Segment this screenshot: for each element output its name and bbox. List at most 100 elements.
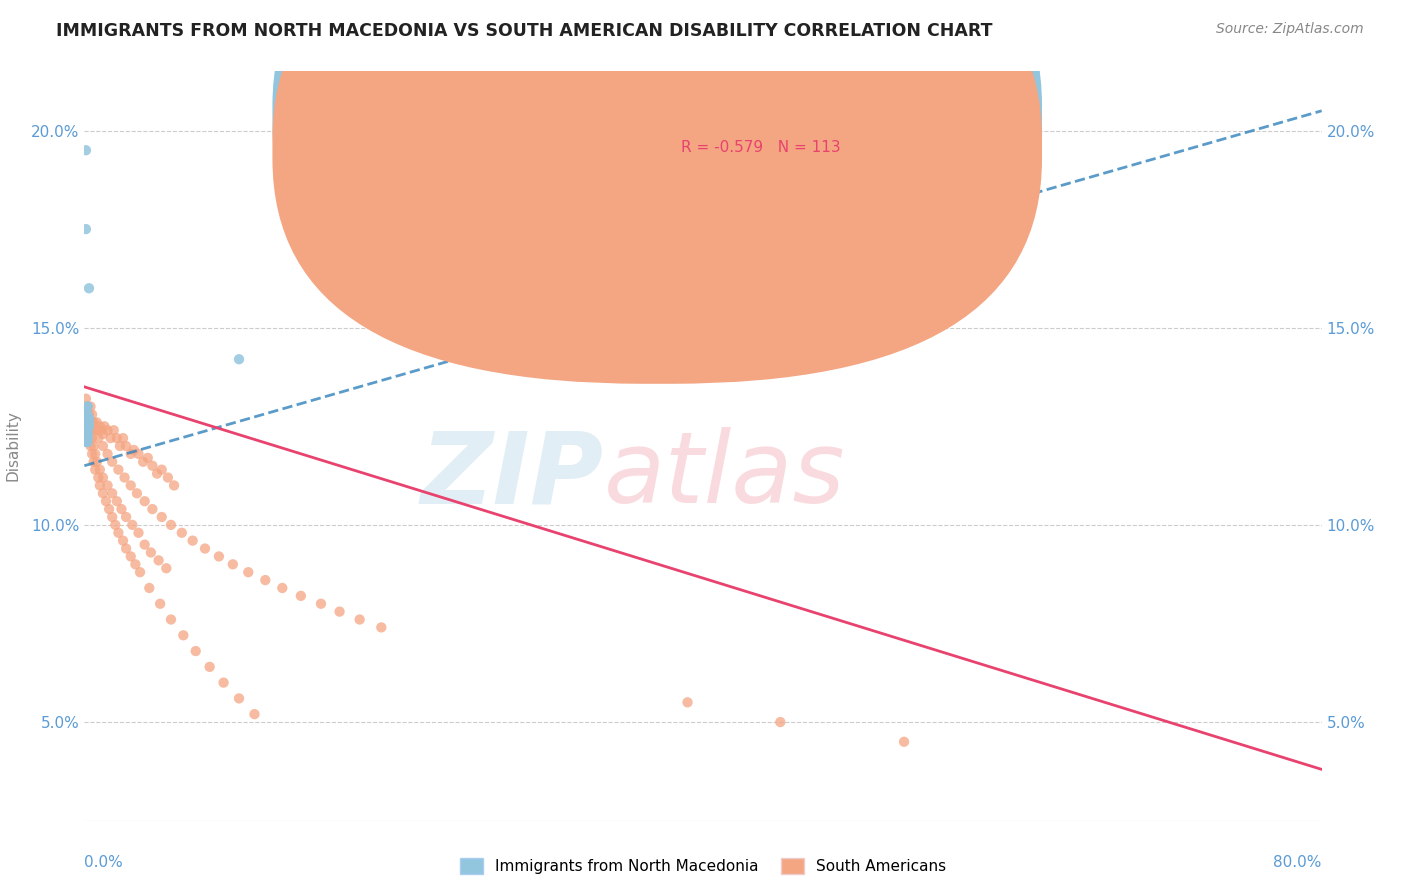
Point: [129, 565, 152, 579]
Point: [370, 620, 392, 634]
Point: [121, 517, 143, 532]
Point: [136, 450, 159, 465]
Point: [77, 281, 100, 295]
Point: [112, 533, 135, 548]
Point: [309, 597, 332, 611]
Point: [76, 415, 98, 429]
Point: [105, 431, 128, 445]
Point: [120, 549, 142, 564]
Point: [76, 400, 98, 414]
Point: [77, 415, 100, 429]
Point: [91, 470, 114, 484]
Point: [90, 423, 112, 437]
Point: [212, 675, 235, 690]
Point: [141, 458, 163, 473]
Point: [228, 691, 250, 706]
Point: [96, 447, 118, 461]
Point: [82, 447, 104, 461]
Point: [127, 447, 149, 461]
Point: [76, 408, 98, 422]
Point: [87, 470, 110, 484]
Point: [89, 463, 111, 477]
Point: [893, 735, 915, 749]
Point: [139, 545, 162, 559]
Point: [77, 431, 100, 445]
Point: [94, 494, 117, 508]
Point: [86, 415, 108, 429]
Text: R =  0.078   N =  37: R = 0.078 N = 37: [681, 107, 835, 122]
Text: R = -0.579   N = 113: R = -0.579 N = 113: [681, 140, 841, 155]
Point: [290, 589, 312, 603]
Point: [76, 435, 98, 450]
Point: [82, 431, 104, 445]
Point: [120, 478, 142, 492]
Point: [349, 613, 371, 627]
Point: [228, 352, 250, 367]
Point: [82, 415, 104, 429]
Point: [79, 400, 101, 414]
Point: [75, 408, 97, 422]
Text: 0.0%: 0.0%: [84, 855, 124, 871]
Point: [82, 408, 104, 422]
Point: [150, 463, 173, 477]
Point: [96, 478, 118, 492]
Point: [146, 467, 169, 481]
Point: [76, 427, 98, 442]
Point: [138, 581, 160, 595]
Point: [89, 478, 111, 492]
Point: [79, 439, 101, 453]
Point: [222, 558, 245, 572]
Point: [87, 423, 110, 437]
Point: [105, 494, 128, 508]
Point: [148, 553, 170, 567]
Point: [91, 486, 114, 500]
Point: [170, 525, 193, 540]
FancyBboxPatch shape: [616, 87, 920, 180]
Point: [141, 502, 163, 516]
Point: [76, 427, 98, 442]
Legend: Immigrants from North Macedonia, South Americans: Immigrants from North Macedonia, South A…: [454, 852, 952, 880]
Point: [87, 431, 110, 445]
Point: [76, 427, 98, 442]
Point: [75, 419, 97, 434]
Point: [114, 470, 136, 484]
Point: [76, 423, 98, 437]
Point: [77, 415, 100, 429]
Point: [101, 455, 124, 469]
Point: [75, 431, 97, 445]
Point: [120, 447, 142, 461]
Point: [75, 427, 97, 442]
Text: ZIP: ZIP: [420, 427, 605, 524]
Point: [150, 510, 173, 524]
Point: [77, 411, 100, 425]
Point: [75, 431, 97, 445]
Point: [75, 419, 97, 434]
Point: [84, 463, 107, 477]
Point: [160, 613, 183, 627]
Point: [101, 510, 124, 524]
Point: [75, 222, 97, 236]
Point: [77, 408, 100, 422]
FancyBboxPatch shape: [273, 0, 1042, 351]
Point: [194, 541, 217, 556]
Point: [238, 565, 260, 579]
Point: [122, 442, 145, 457]
Point: [769, 714, 792, 729]
Point: [76, 408, 98, 422]
Point: [172, 628, 194, 642]
Point: [134, 538, 156, 552]
Point: [112, 431, 135, 445]
Point: [76, 400, 98, 414]
Point: [83, 415, 105, 429]
Point: [110, 502, 132, 516]
Point: [76, 423, 98, 437]
Point: [155, 561, 177, 575]
Point: [163, 478, 186, 492]
Point: [101, 486, 124, 500]
Text: atlas: atlas: [605, 427, 845, 524]
Point: [75, 143, 97, 157]
Point: [124, 558, 146, 572]
Point: [84, 423, 107, 437]
Point: [156, 470, 179, 484]
Point: [76, 408, 98, 422]
